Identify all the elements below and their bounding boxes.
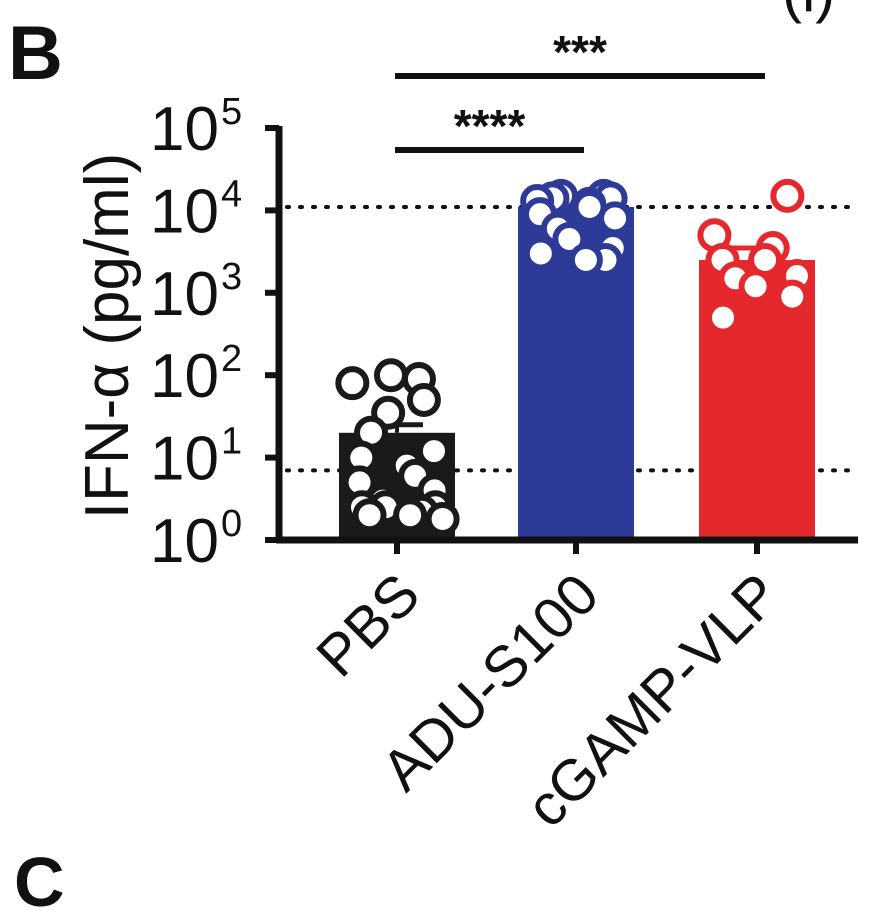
data-point-pbs (425, 501, 460, 536)
corner-label: (i) (782, 0, 835, 25)
data-point-pbs (393, 498, 428, 533)
y-tick-exponent: 5 (221, 91, 242, 133)
data-point-adu-s100 (598, 201, 633, 236)
data-point-adu-s100 (568, 243, 603, 278)
data-point-cgamp-vlp (706, 300, 741, 335)
y-tick-label: 10 (150, 177, 219, 246)
significance-label: *** (553, 26, 607, 78)
panel-letter-b: B (8, 11, 63, 96)
data-point-pbs (352, 498, 387, 533)
y-axis-label: IFN-α (pg/ml) (73, 153, 142, 520)
data-point-cgamp-vlp (770, 178, 805, 213)
y-tick-exponent: 4 (221, 173, 242, 215)
y-tick-label: 10 (150, 342, 219, 411)
data-point-pbs (406, 383, 441, 418)
data-points (335, 178, 814, 536)
significance-label: **** (454, 100, 526, 152)
data-point-cgamp-vlp (775, 279, 810, 314)
data-point-adu-s100 (523, 236, 558, 271)
y-tick-label: 10 (150, 95, 219, 164)
y-tick-label: 10 (150, 507, 219, 576)
y-tick-label: 10 (150, 260, 219, 329)
y-tick-label: 10 (150, 425, 219, 494)
y-tick-exponent: 3 (221, 256, 242, 298)
y-tick-exponent: 0 (221, 503, 242, 545)
data-point-cgamp-vlp (738, 269, 773, 304)
data-point-pbs (416, 434, 451, 469)
y-tick-exponent: 2 (221, 338, 242, 380)
significance-brackets: ******* (395, 26, 765, 153)
data-point-pbs (335, 366, 370, 401)
data-point-pbs (374, 358, 408, 393)
x-tick-label: PBS (304, 561, 432, 689)
y-tick-exponent: 1 (221, 421, 242, 463)
